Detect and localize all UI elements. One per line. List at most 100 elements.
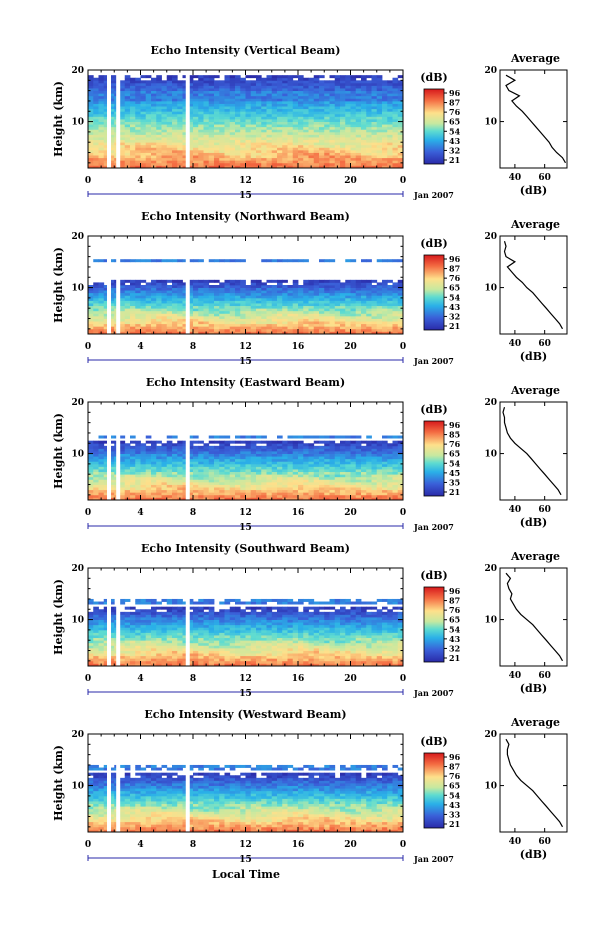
heatmap-cell (245, 290, 252, 294)
heatmap-cell (229, 456, 236, 460)
heatmap-cell (287, 481, 294, 485)
heatmap-cell (130, 279, 136, 283)
heatmap-cell (124, 469, 131, 473)
heatmap-cell (161, 297, 168, 301)
heatmap-cell (193, 466, 199, 470)
heatmap-cell (177, 318, 183, 322)
heatmap-cell (182, 492, 189, 496)
heatmap-cell (93, 456, 99, 460)
heatmap-cell (161, 443, 168, 447)
heatmap-cell (93, 106, 99, 110)
heatmap-cell (224, 303, 231, 307)
heatmap-cell (119, 453, 126, 457)
heatmap-cell (124, 121, 131, 125)
heatmap-cell (366, 162, 372, 166)
heatmap-cell (93, 313, 99, 317)
heatmap-cell (287, 451, 294, 454)
heatmap-cell (156, 98, 162, 102)
heatmap-cell (382, 119, 388, 122)
heatmap-cell (397, 100, 404, 104)
heatmap-cell (392, 88, 399, 92)
heatmap-cell (224, 121, 231, 125)
heatmap-cell (156, 259, 162, 263)
heatmap-cell (298, 77, 304, 81)
heatmap-cell (261, 471, 267, 475)
heatmap-cell (130, 297, 136, 301)
heatmap-cell (256, 139, 262, 143)
heatmap-cell (203, 315, 210, 319)
heatmap-cell (103, 155, 110, 159)
heatmap-cell (334, 157, 341, 161)
heatmap-cell (214, 155, 220, 159)
heatmap-cell (277, 152, 283, 156)
heatmap-cell (382, 129, 388, 133)
heatmap-cell (292, 103, 299, 107)
heatmap-cell (266, 100, 273, 104)
heatmap-cell (308, 144, 315, 148)
heatmap-cell (329, 492, 336, 496)
heatmap-cell (319, 155, 325, 159)
heatmap-cell (387, 111, 393, 115)
heatmap-cell (266, 471, 273, 475)
heatmap-cell (193, 469, 199, 473)
heatmap-cell (124, 93, 131, 97)
heatmap-cell (151, 113, 157, 117)
heatmap-cell (161, 295, 168, 299)
heatmap-cell (308, 152, 315, 156)
heatmap-cell (119, 481, 126, 485)
heatmap-cell (387, 305, 393, 309)
heatmap-cell (172, 155, 178, 159)
heatmap-cell (229, 111, 236, 115)
heatmap-cell (329, 108, 336, 112)
heatmap-cell (198, 88, 204, 92)
heatmap-cell (345, 315, 351, 319)
heatmap-cell (376, 93, 383, 97)
heatmap-cell (382, 285, 388, 288)
heatmap-cell (208, 461, 215, 465)
heatmap-cell (250, 124, 257, 128)
heatmap-cell (355, 474, 362, 478)
heatmap-cell (151, 285, 157, 288)
heatmap-cell (88, 494, 94, 498)
heatmap-cell (261, 95, 267, 99)
heatmap-cell (261, 82, 267, 86)
heatmap-cell (187, 295, 194, 299)
heatmap-cell (387, 285, 393, 288)
heatmap-cell (355, 82, 362, 86)
heatmap-cell (355, 303, 362, 307)
heatmap-cell (224, 292, 231, 296)
heatmap-cell (140, 300, 147, 304)
heatmap-cell (261, 328, 267, 332)
heatmap-cell (229, 451, 236, 454)
heatmap-cell (135, 328, 141, 332)
heatmap-cell (334, 95, 341, 99)
heatmap-cell (109, 152, 115, 156)
heatmap-cell (187, 453, 194, 457)
heatmap-cell (350, 106, 357, 110)
heatmap-cell (219, 487, 225, 491)
heatmap-cell (361, 448, 367, 452)
heatmap-cell (292, 98, 299, 102)
heatmap-cell (229, 484, 236, 488)
heatmap-cell (219, 124, 225, 128)
heatmap-cell (271, 80, 278, 84)
heatmap-cell (371, 469, 378, 473)
heatmap-cell (182, 292, 189, 296)
heatmap-cell (219, 88, 225, 92)
heatmap-cell (366, 134, 372, 138)
heatmap-cell (319, 315, 325, 319)
heatmap-cell (187, 318, 194, 322)
heatmap-cell (240, 160, 246, 164)
heatmap-cell (145, 497, 152, 501)
heatmap-cell (214, 82, 220, 86)
heatmap-cell (340, 139, 346, 143)
heatmap-cell (350, 308, 357, 312)
heatmap-cell (172, 279, 178, 283)
heatmap-cell (193, 315, 199, 319)
heatmap-cell (256, 458, 262, 462)
heatmap-cell (109, 279, 115, 283)
heatmap-cell (261, 162, 267, 166)
heatmap-cell (382, 318, 388, 322)
heatmap-cell (245, 157, 252, 161)
heatmap-cell (303, 113, 309, 117)
